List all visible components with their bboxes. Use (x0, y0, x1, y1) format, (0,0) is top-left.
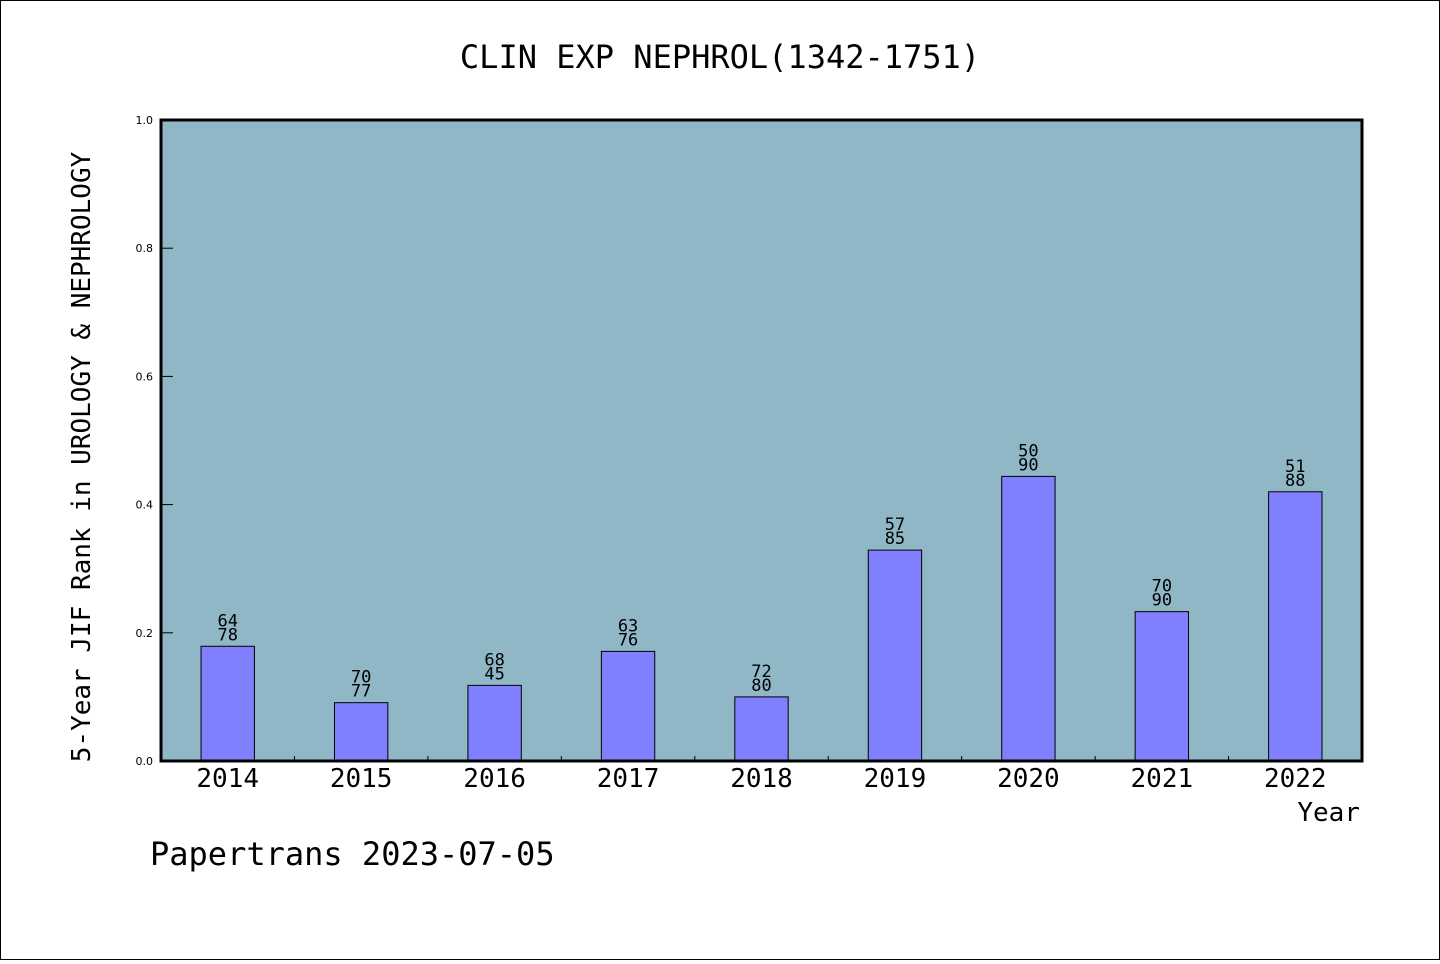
x-axis-label: Year (1297, 798, 1360, 828)
y-tick-label: 0.2 (136, 627, 154, 640)
x-tick-label: 2020 (997, 764, 1060, 794)
x-axis: 2014 2015 2016 2017 2018 2019 2020 2021 2022 (196, 756, 1327, 794)
bar-label: 70 (351, 668, 371, 688)
bar (200, 645, 255, 762)
footer-watermark: Papertrans 2023-07-05 (150, 835, 555, 873)
bar-label: 64 (217, 611, 237, 631)
bar (1268, 491, 1323, 762)
chart-title: CLIN EXP NEPHROL(1342-1751) (460, 38, 980, 76)
bar-label: 77 (351, 682, 371, 702)
x-tick-label: 2018 (730, 764, 793, 794)
x-tick-label: 2017 (597, 764, 660, 794)
x-tick-label: 2022 (1264, 764, 1327, 794)
bar-label: 50 (1018, 441, 1038, 461)
bar-label: 85 (885, 529, 905, 549)
bar (333, 702, 389, 762)
y-tick-label: 0.6 (136, 370, 154, 383)
bar (867, 549, 923, 762)
bar-label: 63 (618, 616, 638, 636)
bar-label: 68 (484, 650, 504, 670)
bar-label: 76 (618, 630, 638, 650)
x-tick-label: 2021 (1131, 764, 1194, 794)
plot-frame (159, 118, 1364, 763)
bar (1001, 475, 1056, 762)
y-tick-label: 0.0 (136, 755, 154, 768)
y-tick-label: 1.0 (136, 114, 154, 127)
bar-label: 51 (1285, 457, 1305, 477)
y-axis-label: 5-Year JIF Rank in UROLOGY & NEPHROLOGY (67, 151, 97, 762)
bar-label: 45 (484, 664, 504, 684)
y-tick-label: 0.4 (136, 499, 154, 512)
bar-label: 88 (1285, 471, 1305, 491)
x-tick-label: 2019 (864, 764, 927, 794)
x-tick-label: 2015 (330, 764, 393, 794)
bar (467, 684, 522, 762)
bar-label: 90 (1018, 455, 1038, 475)
y-tick-label: 0.8 (136, 242, 154, 255)
bar-label: 80 (751, 676, 771, 696)
x-tick-label: 2016 (463, 764, 526, 794)
bar-label: 72 (751, 662, 771, 682)
bar-label: 57 (885, 515, 905, 535)
bar (734, 696, 789, 762)
bar (600, 650, 656, 762)
bar-label: 70 (1152, 577, 1172, 597)
x-tick-label: 2014 (196, 764, 259, 794)
bar-label: 90 (1152, 591, 1172, 611)
bar (1134, 611, 1190, 762)
bar-label: 78 (217, 625, 237, 645)
